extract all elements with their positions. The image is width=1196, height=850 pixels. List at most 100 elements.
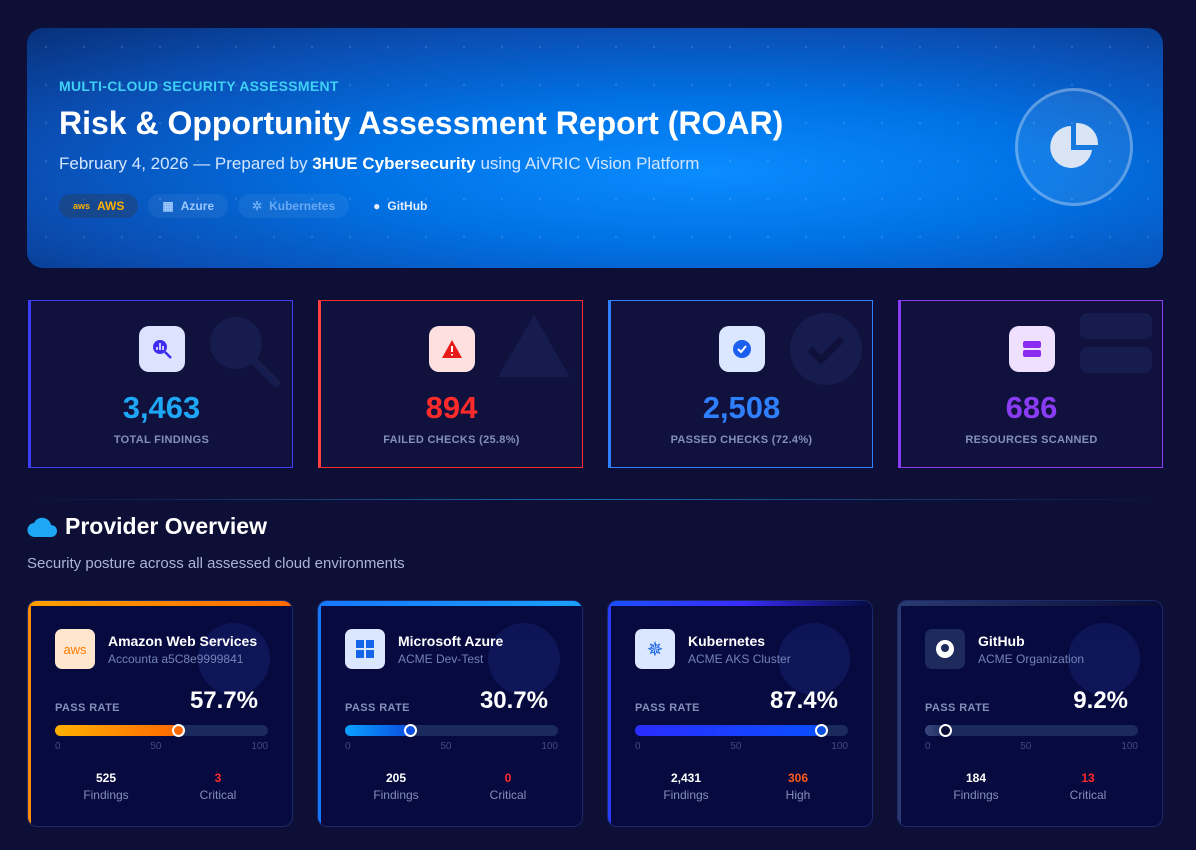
severity-metric: 306 High [748, 771, 848, 802]
pass-rate-fill [345, 725, 411, 736]
tick-label: 0 [635, 741, 641, 752]
metric-label: Findings [83, 788, 129, 802]
pass-rate-fill [55, 725, 178, 736]
pass-rate-bar [925, 724, 1138, 737]
pass-rate-value: 9.2% [1073, 687, 1128, 714]
section-title: Provider Overview [65, 513, 267, 539]
provider-name: Amazon Web Services [108, 633, 258, 649]
stat-passed-checks: 2,508 PASSED CHECKS (72.4%) [608, 300, 873, 468]
tick-label: 50 [150, 741, 162, 752]
stat-label: TOTAL FINDINGS [113, 434, 210, 446]
metric-label: High [785, 788, 811, 802]
card-accent [28, 601, 31, 826]
kubernetes-icon: ✵ [635, 629, 675, 669]
metric-value: 13 [1081, 771, 1095, 785]
stat-label: RESOURCES SCANNED [965, 434, 1098, 446]
page-title: Risk & Opportunity Assessment Report (RO… [59, 105, 784, 141]
warning-icon [428, 326, 475, 372]
kubernetes-icon [774, 619, 854, 704]
aws-icon: aws [55, 629, 95, 669]
check-circle-icon [790, 313, 862, 385]
search-chart-icon [138, 326, 185, 372]
stat-label: PASSED CHECKS (72.4%) [670, 434, 813, 446]
chip-kubernetes: ✲ Kubernetes [238, 194, 350, 218]
severity-metric: 0 Critical [458, 771, 558, 802]
warning-icon [498, 315, 570, 377]
date-prefix: February 4, 2026 — Prepared by [59, 154, 308, 173]
pass-rate-value: 57.7% [189, 687, 258, 714]
metric-label: Critical [1069, 788, 1107, 802]
chip-label: AWS [97, 199, 125, 213]
pass-rate-bar [345, 724, 558, 737]
chip-azure: ▦ Azure [148, 194, 229, 218]
pass-rate-marker [171, 724, 185, 737]
pass-rate-label: PASS RATE [925, 702, 990, 714]
pass-rate-label: PASS RATE [55, 702, 120, 714]
company-name: 3HUE Cybersecurity [312, 154, 476, 173]
provider-name: GitHub [978, 633, 1025, 649]
findings-metric: 525 Findings [56, 771, 156, 802]
github-icon [925, 629, 965, 669]
findings-metric: 2,431 Findings [636, 771, 736, 802]
chip-label: Kubernetes [269, 199, 336, 213]
pass-rate-fill [925, 725, 945, 736]
chip-github: ● GitHub [359, 194, 441, 218]
platform-text: using AiVRIC Vision Platform [480, 154, 700, 173]
card-accent [898, 601, 901, 826]
chip-aws: aws AWS [59, 194, 139, 218]
card-accent [898, 601, 1162, 606]
metric-label: Findings [953, 788, 999, 802]
chip-label: Azure [180, 199, 215, 213]
windows-icon [345, 629, 385, 669]
metric-label: Findings [663, 788, 709, 802]
pass-rate-marker [404, 724, 418, 737]
metric-value: 0 [504, 771, 512, 785]
stat-value: 686 [1005, 390, 1058, 425]
provider-account: ACME AKS Cluster [688, 652, 791, 666]
stat-total-findings: 3,463 TOTAL FINDINGS [28, 300, 293, 468]
metric-value: 3 [214, 771, 222, 785]
provider-name: Microsoft Azure [398, 633, 504, 649]
provider-card: ✵ Kubernetes ACME AKS Cluster PASS RATE … [607, 600, 873, 827]
kubernetes-icon: ✲ [252, 199, 263, 213]
pass-rate-value: 30.7% [479, 687, 548, 714]
provider-name: Kubernetes [688, 633, 766, 649]
provider-account: ACME Organization [978, 652, 1085, 666]
section-heading: Provider Overview [27, 513, 267, 540]
provider-card: GitHub ACME Organization PASS RATE 9.2% … [897, 600, 1163, 827]
pass-rate-fill [635, 725, 822, 736]
card-accent [608, 601, 872, 606]
tick-label: 0 [925, 741, 931, 752]
findings-metric: 205 Findings [346, 771, 446, 802]
section-subtitle: Security posture across all assessed clo… [27, 555, 405, 572]
tick-label: 0 [345, 741, 351, 752]
provider-account: ACME Dev-Test [398, 652, 484, 666]
metric-value: 306 [787, 771, 809, 785]
windows-icon: ▦ [162, 199, 174, 213]
provider-account: Accounta a5C8e9999841 [108, 652, 244, 666]
divider [27, 499, 1163, 500]
tick-label: 50 [730, 741, 742, 752]
card-accent [608, 601, 611, 826]
pie-chart-icon [1015, 88, 1133, 206]
tick-label: 100 [1121, 741, 1138, 752]
stat-resources-scanned: 686 RESOURCES SCANNED [898, 300, 1163, 468]
server-icon [1080, 313, 1152, 373]
pass-rate-bar [55, 724, 268, 737]
metric-label: Critical [489, 788, 527, 802]
stat-label: FAILED CHECKS (25.8%) [383, 434, 520, 446]
chip-label: GitHub [387, 199, 428, 213]
findings-metric: 184 Findings [926, 771, 1026, 802]
stat-value: 894 [425, 390, 478, 425]
aws-icon: aws [73, 201, 91, 211]
metric-label: Findings [373, 788, 419, 802]
provider-card: Microsoft Azure ACME Dev-Test PASS RATE … [317, 600, 583, 827]
pass-rate-marker [815, 724, 829, 737]
tick-label: 100 [251, 741, 268, 752]
cloud-icon [27, 517, 57, 537]
stat-failed-checks: 894 FAILED CHECKS (25.8%) [318, 300, 583, 468]
github-icon [1064, 619, 1144, 704]
metric-label: Critical [199, 788, 237, 802]
eyebrow: MULTI-CLOUD SECURITY ASSESSMENT [59, 78, 339, 94]
windows-icon [484, 619, 564, 704]
